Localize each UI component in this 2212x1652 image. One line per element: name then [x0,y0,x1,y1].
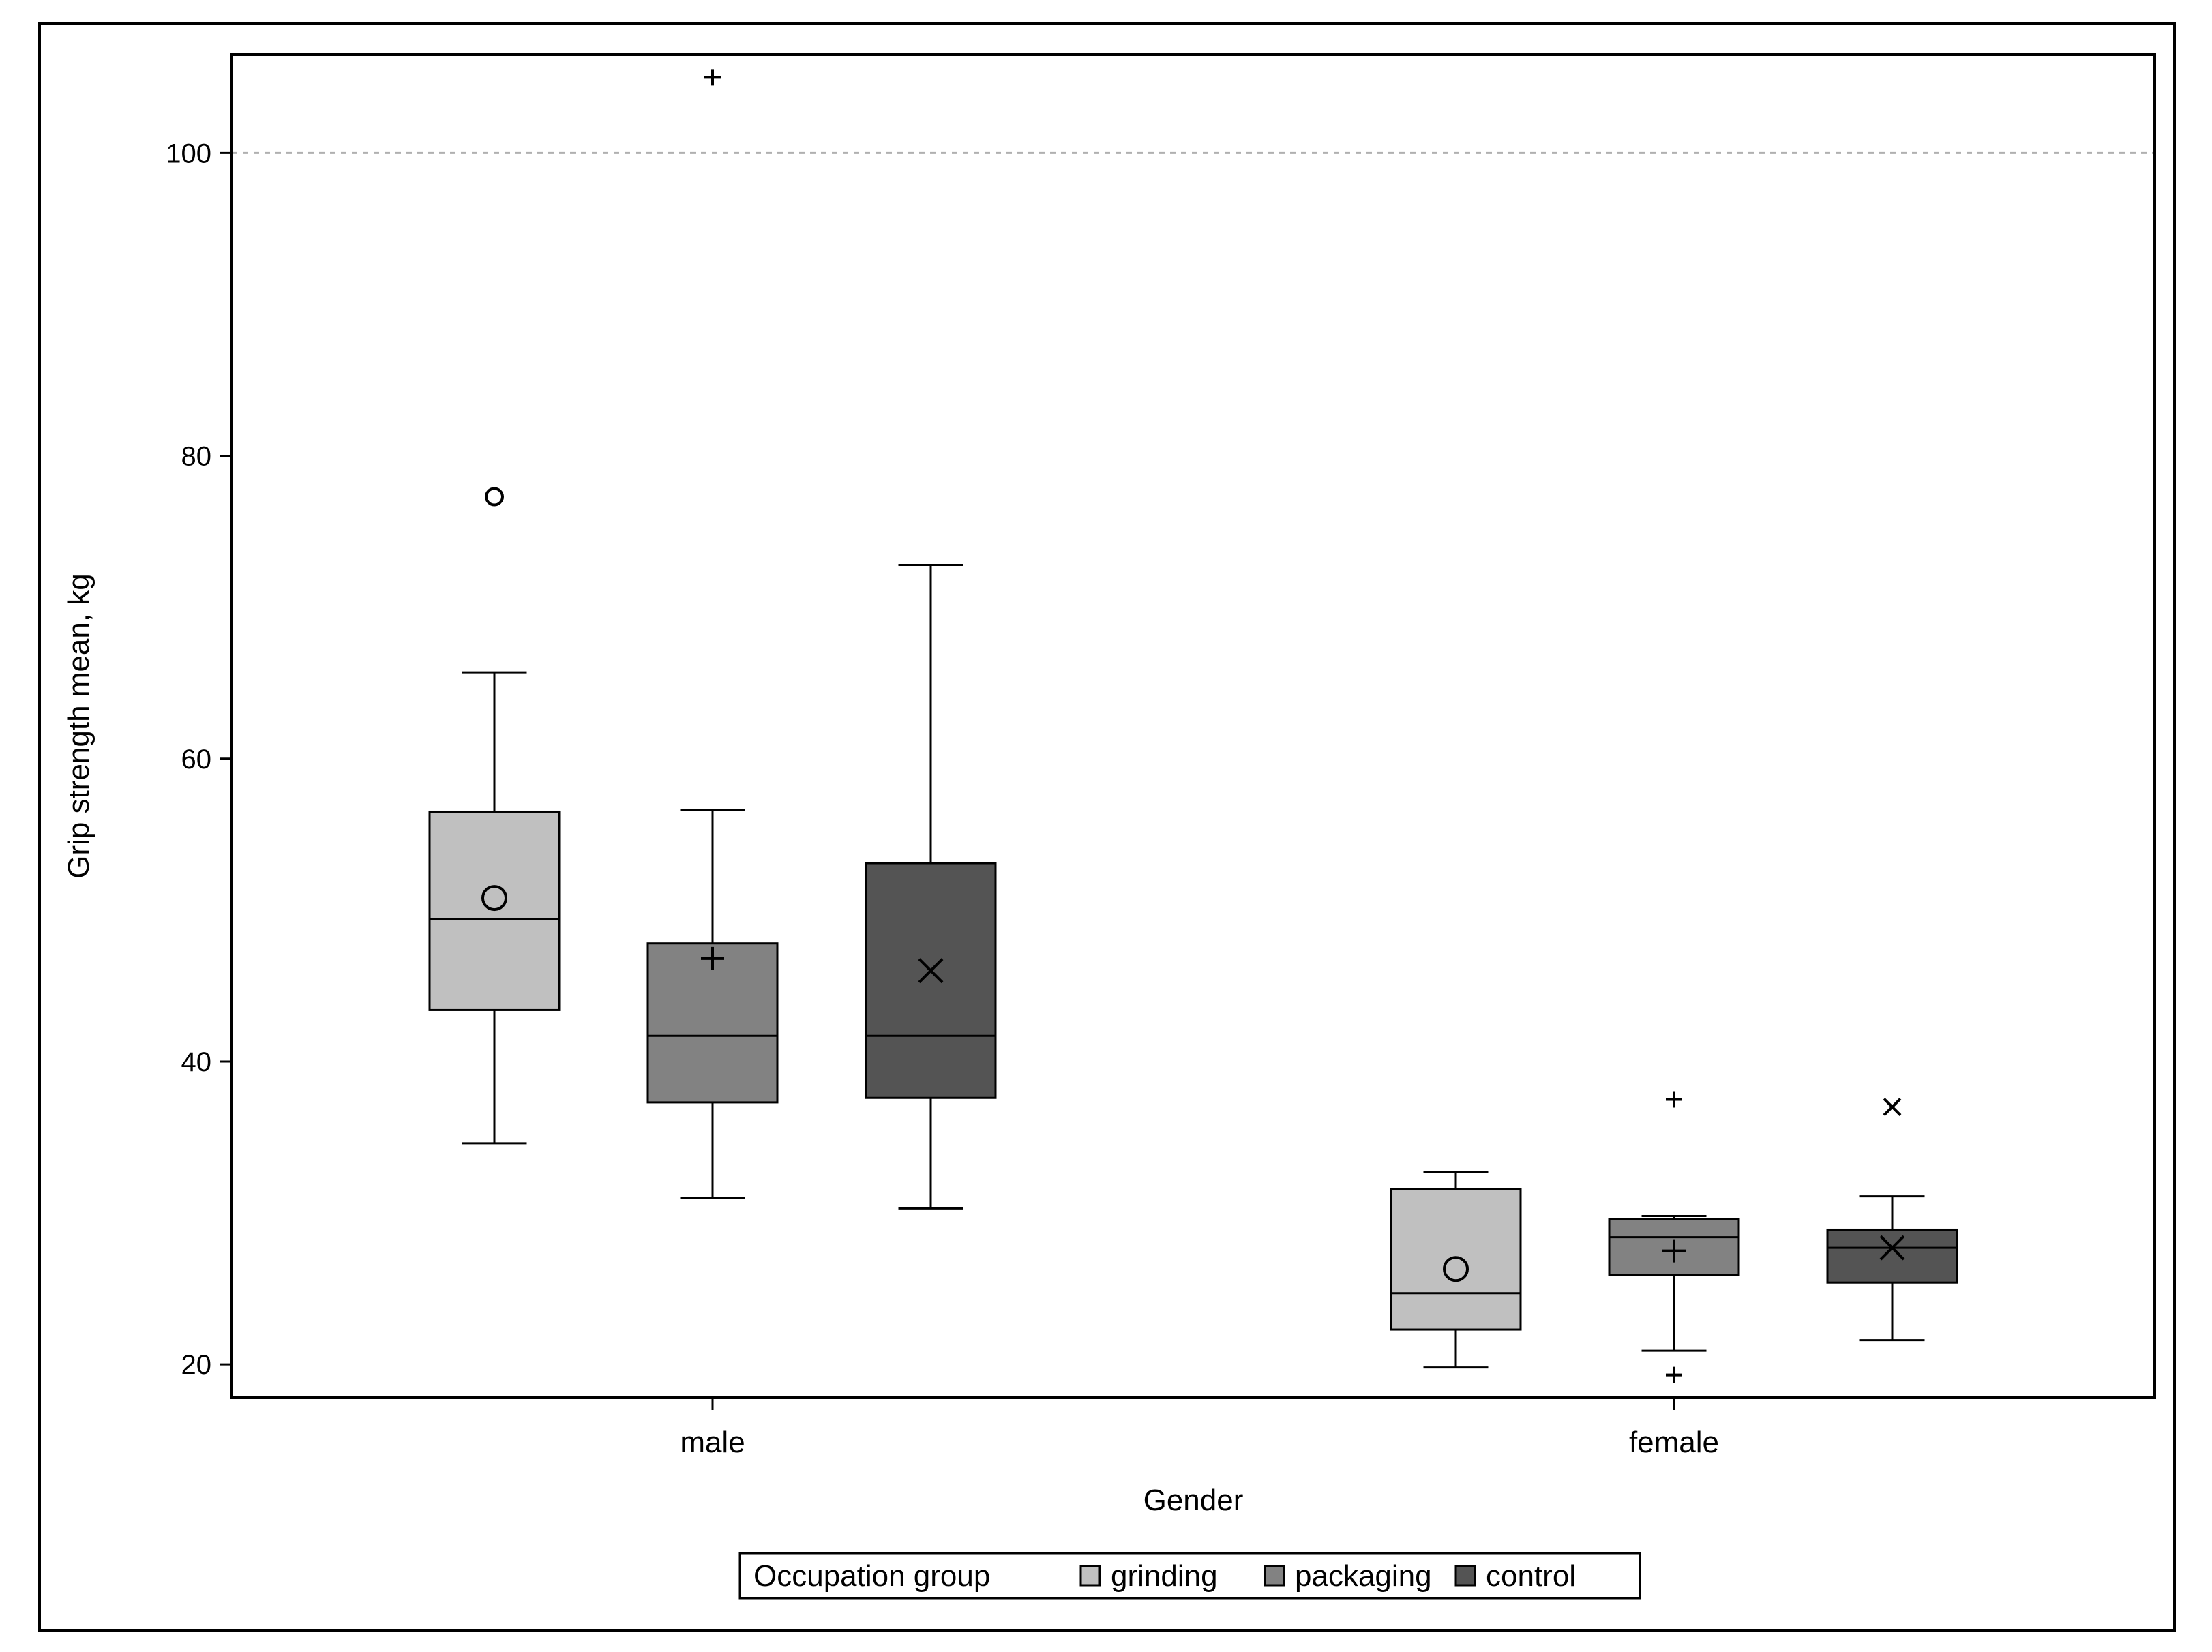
outlier-marker [1883,1098,1902,1116]
box-packaging-male [646,942,779,1104]
legend-swatch-control [1454,1565,1476,1587]
legend-swatch-grinding [1079,1565,1101,1587]
legend-border [738,1552,1641,1600]
mean-marker [701,946,724,970]
box-control-female [1826,1228,1958,1284]
y-tick-label: 80 [181,442,212,472]
mean-marker [1662,1239,1686,1263]
legend-title: Occupation group [753,1559,990,1593]
outlier-marker [1666,1366,1682,1383]
x-tick-label: male [680,1426,745,1459]
plot-area: 20 40 60 80 100 male female [166,53,2156,1459]
y-axis-label: Grip strength mean, kg [62,573,95,879]
outlier-marker [485,487,504,507]
y-tick-label: 60 [181,745,212,775]
legend-item-label: control [1486,1559,1576,1593]
legend-item-label: packaging [1295,1559,1432,1593]
legend-item-label: grinding [1111,1559,1218,1593]
y-tick-label: 100 [166,138,211,168]
outlier-marker [704,69,721,86]
box-control-male [865,862,997,1099]
box-grinding-female [1390,1188,1522,1331]
y-tick-label: 20 [181,1350,212,1380]
outlier-marker [1666,1091,1682,1108]
x-tick-label: female [1629,1426,1719,1459]
mean-marker [1443,1256,1469,1282]
mean-marker [1879,1235,1905,1261]
mean-marker [918,958,944,984]
mean-marker [481,885,507,912]
plot-border [230,53,2156,1399]
legend-swatch-packaging [1264,1565,1285,1587]
y-tick-label: 40 [181,1047,212,1077]
legend: Occupation group grinding packaging contro… [738,1552,1641,1600]
x-axis-label: Gender [1144,1484,1244,1517]
outer-border [38,22,2176,1632]
